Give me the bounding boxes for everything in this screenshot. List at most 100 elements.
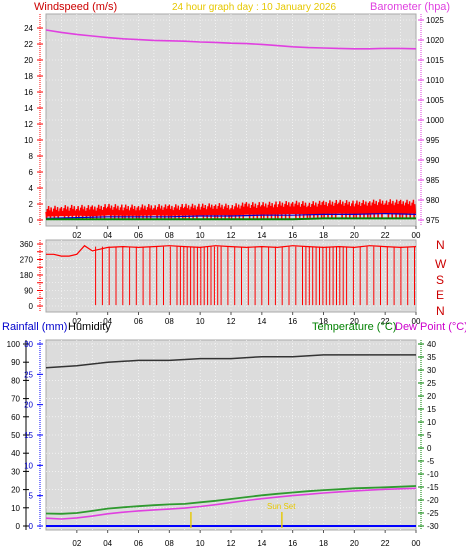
windspeed-label: Windspeed (m/s) bbox=[34, 1, 117, 13]
x-tick-label: 06 bbox=[134, 539, 143, 548]
x-tick-label: 10 bbox=[196, 231, 205, 240]
left-tick-label: 8 bbox=[29, 152, 34, 161]
x-tick-label: 10 bbox=[196, 317, 205, 326]
rain-tick-label: 30 bbox=[24, 340, 33, 349]
direction-spikes bbox=[95, 246, 415, 306]
top-grid bbox=[46, 14, 416, 226]
x-tick-label: 00 bbox=[412, 317, 421, 326]
top-right-axis: 975 980 985 990 995 1000 1005 1010 1015 1020 1025 bbox=[418, 14, 444, 226]
dewpoint-line bbox=[45, 487, 417, 520]
left-tick-label: 16 bbox=[24, 88, 33, 97]
x-tick-label: 00 bbox=[412, 231, 421, 240]
left-tick-label: 6 bbox=[29, 168, 34, 177]
direction-series bbox=[46, 244, 417, 306]
x-tick-label: 02 bbox=[72, 539, 81, 548]
right-tick-label: 1025 bbox=[426, 16, 444, 25]
temperature-axis: -30 -25 -20 -15 -10 -5 0 5 10 15 20 25 30 35 40 bbox=[418, 340, 439, 531]
humidity-tick-label: 0 bbox=[16, 522, 21, 531]
compass-n-bottom: N bbox=[436, 304, 445, 318]
rain-tick-label: 5 bbox=[29, 492, 34, 501]
x-tick-label: 06 bbox=[134, 317, 143, 326]
sun-set-label: Sun Set bbox=[267, 502, 296, 511]
compass-n-top: N bbox=[436, 238, 445, 252]
temp-tick-label: -20 bbox=[427, 496, 439, 505]
temp-tick-label: 10 bbox=[427, 418, 436, 427]
x-tick-label: 14 bbox=[257, 539, 266, 548]
left-tick-label: 18 bbox=[24, 72, 33, 81]
x-tick-label: 20 bbox=[350, 539, 359, 548]
temp-tick-label: -15 bbox=[427, 483, 439, 492]
x-tick-label: 22 bbox=[381, 317, 390, 326]
wind-low-line bbox=[46, 217, 416, 221]
x-tick-label: 16 bbox=[288, 539, 297, 548]
x-tick-label: 18 bbox=[319, 539, 328, 548]
dir-tick-label: 90 bbox=[24, 287, 33, 296]
barometer-line bbox=[45, 29, 417, 50]
humidity-tick-label: 80 bbox=[11, 376, 20, 385]
humidity-tick-label: 90 bbox=[11, 358, 20, 367]
humidity-line bbox=[45, 354, 416, 369]
humidity-tick-label: 50 bbox=[11, 431, 20, 440]
x-tick-label: 20 bbox=[350, 317, 359, 326]
temp-tick-label: 15 bbox=[427, 405, 436, 414]
temp-tick-label: 25 bbox=[427, 379, 436, 388]
humidity-tick-label: 60 bbox=[11, 413, 20, 422]
top-series bbox=[45, 29, 417, 221]
x-tick-label: 12 bbox=[227, 317, 236, 326]
compass-w: W bbox=[435, 257, 447, 271]
x-tick-label: 04 bbox=[103, 317, 112, 326]
x-tick-label: 08 bbox=[165, 231, 174, 240]
compass-e: E bbox=[436, 288, 444, 302]
x-tick-label: 02 bbox=[72, 317, 81, 326]
right-tick-label: 995 bbox=[426, 136, 440, 145]
right-tick-label: 1000 bbox=[426, 116, 444, 125]
x-tick-label: 16 bbox=[288, 231, 297, 240]
right-tick-label: 1010 bbox=[426, 76, 444, 85]
right-tick-label: 990 bbox=[426, 156, 440, 165]
temperature-line bbox=[45, 485, 417, 515]
humidity-label: Humidity bbox=[68, 321, 111, 333]
x-tick-label: 12 bbox=[227, 231, 236, 240]
x-tick-label: 06 bbox=[134, 231, 143, 240]
rain-tick-label: 25 bbox=[24, 370, 33, 379]
right-tick-label: 1005 bbox=[426, 96, 444, 105]
dir-tick-label: 180 bbox=[20, 271, 34, 280]
temp-tick-label: 40 bbox=[427, 340, 436, 349]
left-tick-label: 12 bbox=[24, 120, 33, 129]
wind-avg-line bbox=[45, 212, 417, 219]
rainfall-label: Rainfall (mm) bbox=[2, 321, 67, 333]
x-tick-label: 04 bbox=[103, 539, 112, 548]
rain-tick-label: 15 bbox=[24, 431, 33, 440]
x-tick-label: 22 bbox=[381, 539, 390, 548]
humidity-tick-label: 70 bbox=[11, 395, 20, 404]
x-tick-label: 16 bbox=[288, 317, 297, 326]
dir-tick-label: 360 bbox=[20, 240, 34, 249]
temperature-label: Temperature (°C) bbox=[312, 321, 396, 333]
x-tick-label: 10 bbox=[196, 539, 205, 548]
x-tick-label: 04 bbox=[103, 231, 112, 240]
dewpoint-label: Dew Point (°C) bbox=[395, 321, 466, 333]
graph-title: 24 hour graph day : 10 January 2026 bbox=[172, 2, 336, 13]
left-tick-label: 20 bbox=[24, 56, 33, 65]
compass-s: S bbox=[436, 273, 444, 287]
temp-tick-label: 5 bbox=[427, 431, 432, 440]
top-x-axis: 02 04 06 08 10 12 14 16 18 20 22 00 bbox=[72, 226, 421, 240]
left-tick-label: 0 bbox=[29, 216, 34, 225]
rain-tick-label: 0 bbox=[29, 522, 34, 531]
temp-tick-label: -5 bbox=[427, 457, 435, 466]
humidity-tick-label: 20 bbox=[11, 486, 20, 495]
right-tick-label: 1015 bbox=[426, 56, 444, 65]
humidity-tick-label: 10 bbox=[11, 504, 20, 513]
temp-tick-label: 35 bbox=[427, 353, 436, 362]
left-tick-label: 10 bbox=[24, 136, 33, 145]
dir-tick-label: 270 bbox=[20, 256, 34, 265]
x-tick-label: 18 bbox=[319, 231, 328, 240]
bottom-x-axis: 02 04 06 08 10 12 14 16 18 20 22 00 bbox=[72, 530, 421, 548]
x-tick-label: 22 bbox=[381, 231, 390, 240]
right-tick-label: 1020 bbox=[426, 36, 444, 45]
left-tick-label: 22 bbox=[24, 40, 33, 49]
wind-max-line bbox=[45, 199, 417, 219]
